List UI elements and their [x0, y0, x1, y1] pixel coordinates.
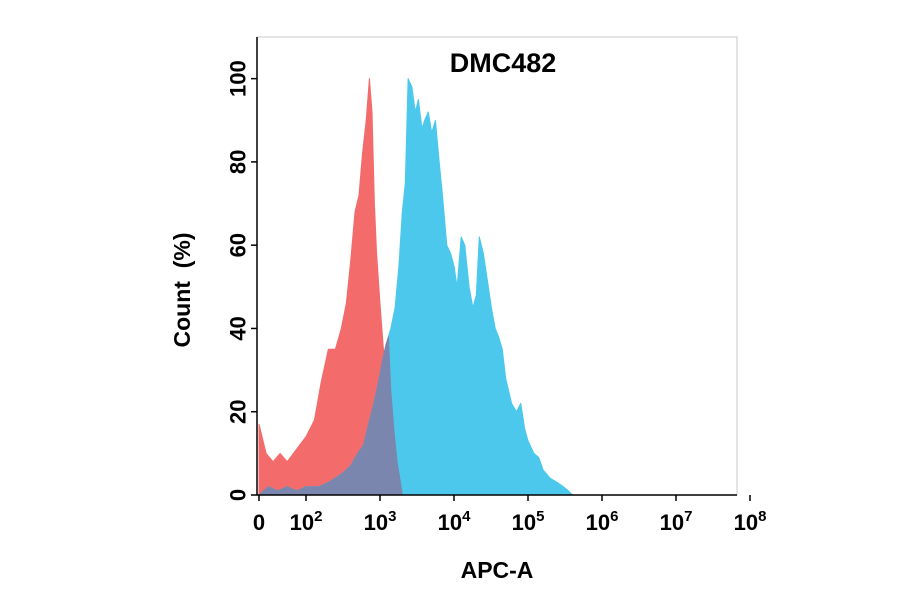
y-tick-layer: 0 20 40 60 80 100: [226, 60, 257, 501]
y-axis-label: Count (%): [169, 233, 195, 348]
x-tick-label: 103: [364, 508, 397, 535]
y-tick-label: 0: [226, 489, 251, 501]
x-tick-label: 107: [660, 508, 693, 535]
y-tick-label: 100: [226, 60, 251, 97]
x-tick-label: 108: [734, 508, 767, 535]
chart-title: DMC482: [450, 48, 557, 78]
x-tick-label: 105: [512, 508, 545, 535]
y-tick-label: 60: [226, 233, 251, 257]
x-axis-label: APC-A: [461, 557, 534, 583]
x-tick-label: 104: [438, 508, 471, 535]
x-tick-label: 106: [586, 508, 619, 535]
x-tick-layer: 0 102 103 104 105 106 107 108: [253, 495, 767, 535]
y-tick-label: 20: [226, 399, 251, 423]
series-layer: [258, 78, 587, 496]
series-area-3: [258, 336, 403, 496]
x-tick-label: 102: [290, 508, 323, 535]
y-tick-label: 80: [226, 150, 251, 174]
y-tick-label: 40: [226, 316, 251, 340]
x-tick-label: 0: [253, 510, 265, 535]
